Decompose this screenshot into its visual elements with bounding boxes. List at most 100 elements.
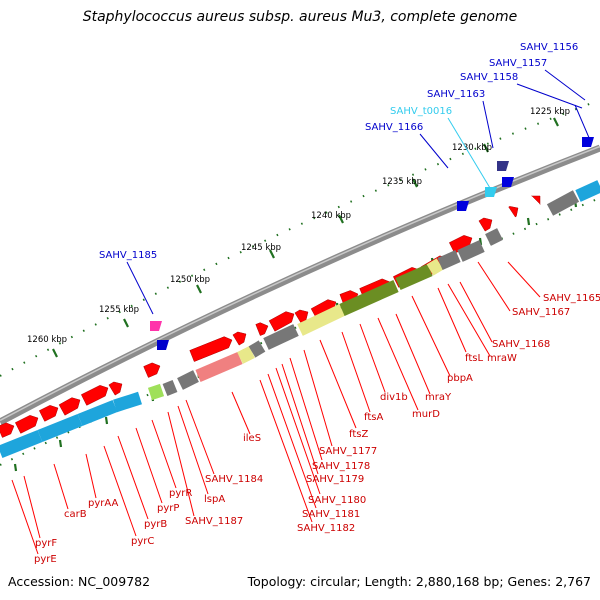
reverse-gene-label: pyrE: [34, 554, 57, 565]
forward-gene-arrow: [268, 311, 295, 332]
reverse-label-leader: [319, 339, 357, 429]
outer-tick-ring: [0, 99, 600, 377]
forward-gene-label: SAHV_1157: [489, 58, 547, 69]
reverse-label-leader: [447, 283, 491, 357]
reverse-label-leader: [359, 323, 386, 393]
forward-feature: [497, 161, 509, 171]
reverse-label-leader: [117, 435, 149, 520]
forward-feature: [457, 201, 469, 211]
reverse-gene-label: ileS: [243, 433, 261, 444]
reverse-label-leader: [437, 287, 467, 353]
reverse-label-leader: [459, 281, 493, 343]
reverse-label-leader: [185, 399, 215, 475]
gene-features: [0, 137, 600, 459]
tick-mark: [483, 143, 489, 153]
reverse-gene-label: SAHV_1165: [543, 293, 600, 304]
reverse-gene-label: SAHV_1182: [297, 523, 355, 534]
reverse-gene-label: SAHV_1167: [512, 307, 570, 318]
reverse-gene-label: lspA: [204, 494, 225, 505]
cog-category-bar: [339, 280, 399, 316]
reverse-label-leader: [53, 463, 69, 510]
reverse-label-leader: [11, 479, 39, 555]
cog-category-bar: [147, 383, 165, 401]
tick-mark: [52, 348, 58, 358]
cog-category-bar: [575, 180, 600, 202]
cog-category-bar: [162, 379, 178, 397]
forward-feature: [502, 177, 514, 187]
forward-gene-arrow: [530, 195, 541, 206]
genome-summary-text: Topology: circular; Length: 2,880,168 bp…: [247, 574, 591, 589]
forward-label-leader: [126, 261, 154, 315]
tick-mark: [338, 214, 344, 224]
reverse-gene-label: ftsZ: [349, 429, 368, 440]
forward-gene-arrow: [143, 362, 161, 378]
forward-label-leader: [544, 69, 586, 101]
reverse-label-leader: [177, 405, 209, 495]
cog-category-bar: [77, 399, 118, 427]
forward-gene-arrow: [108, 381, 123, 396]
cog-category-bar: [297, 304, 345, 336]
tick-label: 1240 kbp: [311, 211, 351, 221]
genome-backbone: [0, 144, 600, 426]
cog-category-bar: [0, 429, 43, 459]
tick-mark: [269, 249, 275, 259]
reverse-label-leader: [135, 427, 163, 504]
reverse-gene-label: pbpA: [447, 373, 473, 384]
forward-feature: [157, 340, 169, 350]
reverse-gene-label: pyrC: [131, 536, 154, 547]
reverse-gene-label: div1b: [380, 392, 408, 403]
reverse-label-leader: [85, 453, 97, 499]
cog-category-bar: [177, 370, 199, 390]
reverse-label-leader: [267, 373, 317, 509]
forward-gene-arrow: [38, 405, 59, 422]
reverse-label-leader: [411, 295, 451, 377]
reverse-gene-label: murD: [412, 409, 440, 420]
reverse-gene-label: ftsL: [465, 353, 483, 364]
gene-labels: SAHV_1156 SAHV_1157 SAHV_1158 SAHV_1163 SAHV…: [34, 42, 600, 565]
inner-tick-mark: [526, 217, 531, 226]
forward-gene-arrow: [478, 217, 493, 232]
reverse-label-leader: [377, 317, 419, 411]
tick-label: 1235 kbp: [382, 177, 422, 187]
tick-mark: [123, 318, 129, 328]
forward-gene-arrow: [58, 397, 81, 416]
forward-feature: [150, 321, 162, 331]
reverse-label-leader: [103, 445, 137, 537]
cog-category-bar: [395, 264, 433, 290]
reverse-gene-label: pyrR: [169, 488, 192, 499]
forward-gene-label: SAHV_1163: [427, 89, 485, 100]
cog-category-bar: [426, 258, 444, 276]
reverse-label-leader: [289, 357, 323, 461]
inner-tick-mark: [104, 416, 109, 425]
cog-category-bar: [113, 391, 142, 413]
map-title: Staphylococcus aureus subsp. aureus Mu3,…: [82, 9, 518, 25]
reverse-gene-label: SAHV_1178: [312, 461, 370, 472]
cog-category-bar: [248, 340, 266, 358]
tick-label: 1260 kbp: [27, 335, 67, 345]
reverse-label-leader: [507, 261, 541, 298]
tick-mark: [553, 117, 559, 127]
accession-text: Accession: NC_009782: [8, 574, 151, 589]
forward-label-leader: [482, 100, 494, 149]
forward-gene-arrow: [80, 385, 109, 406]
tick-marks: 1225 kbp 1230 kbp 1235 kbp 1240 kbp 1245 kbp…: [13, 107, 578, 472]
reverse-gene-label: SAHV_1181: [302, 509, 360, 520]
reverse-label-leader: [151, 419, 177, 489]
forward-gene-label: SAHV_1158: [460, 72, 518, 83]
reverse-gene-label: SAHV_1180: [308, 495, 366, 506]
forward-gene-arrow: [508, 206, 519, 218]
reverse-gene-label: ftsA: [364, 412, 383, 423]
reverse-label-leader: [303, 349, 333, 447]
reverse-label-leader: [477, 261, 511, 312]
forward-gene-label: SAHV_t0016: [390, 106, 452, 117]
genome-backbone-highlight: [0, 145, 600, 422]
reverse-gene-label: pyrAA: [88, 498, 118, 509]
tick-label: 1250 kbp: [170, 275, 210, 285]
forward-label-leader: [574, 104, 591, 141]
reverse-label-leader: [231, 391, 251, 435]
reverse-gene-label: SAHV_1177: [319, 446, 377, 457]
tick-label: 1230 kbp: [452, 143, 492, 153]
forward-label-leader: [516, 83, 583, 109]
reverse-label-leader: [167, 411, 195, 517]
